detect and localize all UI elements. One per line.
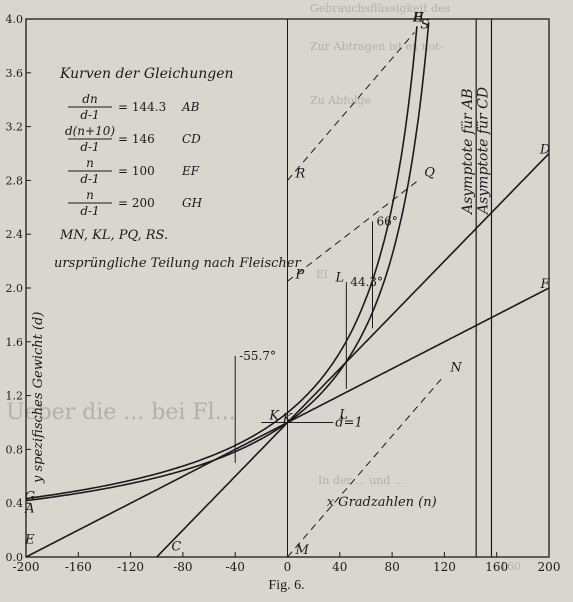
y-tick-label: 0.4 [6, 497, 24, 510]
reference-line-pq [287, 180, 419, 282]
y-axis-label: y spezifisches Gewicht (d) [31, 312, 46, 485]
legend-eq-den: d-1 [80, 172, 99, 186]
point-label-b: B [412, 11, 423, 26]
x-axis-label: x Gradzahlen (n) [327, 495, 437, 510]
x-tick-label: 0 [284, 560, 292, 574]
legend-eq-den: d-1 [80, 204, 99, 218]
x-tick-label: -160 [65, 560, 92, 574]
legend-eq-den: d-1 [80, 140, 99, 154]
angle-label: 66° [376, 214, 397, 228]
y-tick-label: 3.2 [6, 121, 24, 134]
series-line-ef [156, 152, 550, 558]
point-label-e: E [24, 533, 35, 548]
legend-eq-value: = 200 [118, 196, 155, 210]
legend-eq-label: AB [181, 100, 200, 114]
series-line-gh [25, 287, 550, 558]
x-tick-label: 120 [433, 560, 456, 574]
y-tick-label: 3.6 [6, 67, 24, 80]
series-line-cd [25, 26, 418, 500]
point-label: N [449, 360, 462, 375]
reference-lines-layer: d=1 [261, 32, 445, 558]
annotations-layer: -55.7° 44.3° 66° [234, 214, 398, 463]
x-tick-label: 200 [538, 560, 561, 574]
legend-eq-label: CD [182, 132, 201, 146]
bleed-text: 160 [500, 560, 521, 573]
y-tick-label: 2.8 [6, 174, 24, 187]
point-label: Q [424, 165, 435, 180]
y-tick-label: 2.0 [6, 282, 24, 295]
x-tick-label: 80 [384, 560, 399, 574]
legend-eq-num: dn [82, 92, 97, 106]
series-layer [25, 22, 550, 558]
point-label: R [295, 166, 306, 181]
y-tick-label: 0.0 [6, 551, 24, 564]
point-label-f: F [540, 277, 551, 292]
point-label: K [268, 409, 280, 424]
x-tick-label: -80 [173, 560, 192, 574]
legend-title: Kurven der Gleichungen [59, 66, 234, 82]
legend-eq-num: n [86, 188, 94, 202]
legend-line: MN, KL, PQ, RS. [59, 228, 168, 243]
legend-layer: Kurven der Gleichungen dn d-1 = 144.3 AB d(n+… [54, 66, 301, 271]
legend-eq-value: = 146 [118, 132, 155, 146]
asymptote-label: Asymptote für CD [475, 87, 491, 216]
point-label: M [295, 543, 310, 558]
legend-eq-value: = 100 [118, 164, 155, 178]
point-label-l: L [334, 270, 344, 285]
point-label-g: G [25, 490, 35, 505]
reference-line-label: d=1 [335, 416, 363, 431]
y-tick-label: 4.0 [6, 13, 24, 26]
x-tick-label: 40 [332, 560, 347, 574]
bleed-text: In der ... und ... [318, 474, 405, 487]
point-label: P [295, 267, 305, 282]
legend-eq-den: d-1 [80, 108, 99, 122]
point-labels-layer: AG E C B D F H K L M N R S P Q K L [24, 11, 551, 558]
legend-eq-num: n [86, 156, 94, 170]
reference-line-rs [287, 32, 415, 181]
series-line-ab [25, 22, 430, 502]
x-tick-label: 160 [485, 560, 508, 574]
bleed-text: Ueber die ... bei Fl... [6, 400, 236, 425]
angle-label: -55.7° [239, 349, 276, 363]
angle-label: 44.3° [350, 275, 383, 289]
bleed-text: Gebrauchsflüssigkeit des [310, 2, 451, 15]
y-tick-label: 1.2 [6, 390, 24, 403]
ticks-layer: -200 -160 -120 -80 -40 0 40 80 120 160 200 0.0 0.4 0.… [6, 13, 561, 574]
legend-eq-value: = 144.3 [118, 100, 166, 114]
x-tick-label: -120 [117, 560, 144, 574]
point-label-k: K [282, 412, 294, 427]
y-tick-label: 1.6 [6, 336, 24, 349]
bleed-text: El [316, 268, 328, 281]
reference-line-mn [287, 375, 445, 558]
x-tick-label: -200 [13, 560, 40, 574]
asymptotes-layer: Asymptote für AB Asymptote für CD [460, 19, 493, 557]
point-label-d: D [539, 143, 551, 158]
point-label-a: A [24, 502, 34, 517]
point-label: S [420, 17, 429, 32]
bleed-text: Zur Abtragen ist es not- [310, 40, 444, 53]
point-label: L [338, 408, 348, 423]
legend-eq-label: EF [181, 164, 200, 178]
x-tick-label: -40 [226, 560, 245, 574]
legend-eq-label: GH [182, 196, 203, 210]
y-tick-label: 0.8 [6, 443, 24, 456]
figure-caption: Fig. 6. [268, 578, 305, 593]
legend-eq-num: d(n+10) [65, 124, 115, 138]
bleed-text: Zu Abfolge [310, 94, 371, 107]
legend-line: ursprüngliche Teilung nach Fleischer [54, 256, 301, 271]
asymptote-label: Asymptote für AB [460, 88, 476, 216]
point-label-c: C [171, 539, 181, 554]
y-tick-label: 2.4 [6, 228, 24, 241]
point-label-h: H [412, 11, 425, 26]
